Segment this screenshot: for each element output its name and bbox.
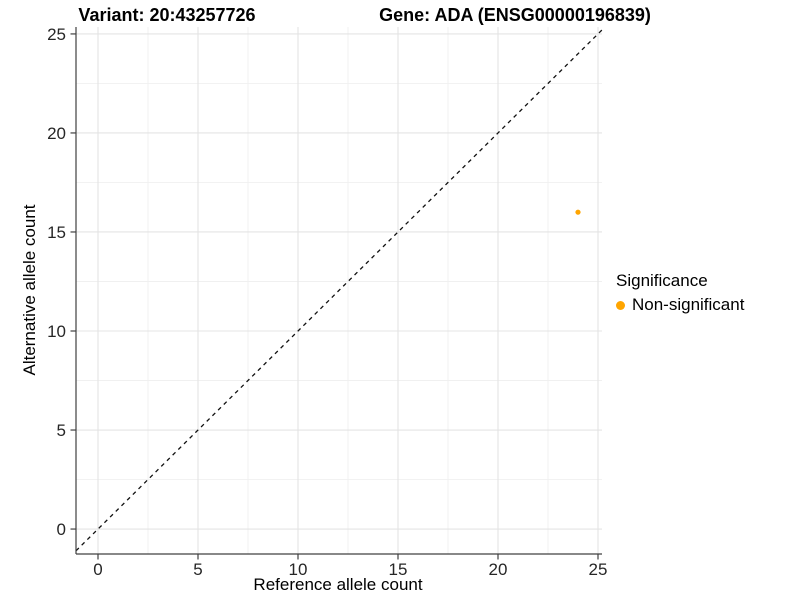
variant-title: Variant: 20:43257726: [78, 5, 256, 25]
legend-point-icon: [616, 300, 625, 310]
y-tick-label: 25: [47, 25, 66, 44]
x-tick-label: 15: [389, 560, 408, 579]
y-tick-label: 5: [57, 421, 66, 440]
y-axis-label: Alternative allele count: [20, 204, 39, 376]
x-axis-label: Reference allele count: [253, 575, 423, 594]
axis-ticks: 0 5 10 15 20 25 0 5 10 15 20 25: [47, 25, 607, 579]
legend-item-label: Non-significant: [632, 295, 745, 314]
x-tick-label: 5: [193, 560, 202, 579]
data-point: [575, 209, 581, 215]
legend-item-non-significant: Non-significant: [616, 295, 744, 315]
x-tick-label: 20: [489, 560, 508, 579]
x-tick-label: 10: [289, 560, 308, 579]
y-tick-label: 0: [57, 520, 66, 539]
identity-reference-line: [75, 29, 603, 552]
legend-title: Significance: [616, 271, 708, 290]
x-tick-label: 0: [93, 560, 102, 579]
y-tick-label: 10: [47, 322, 66, 341]
minor-gridlines: [76, 27, 602, 554]
legend: Significance Non-significant: [616, 270, 744, 315]
y-tick-label: 20: [47, 124, 66, 143]
gene-title: Gene: ADA (ENSG00000196839): [379, 5, 651, 25]
x-tick-label: 25: [589, 560, 608, 579]
major-gridlines: [76, 27, 602, 554]
y-tick-label: 15: [47, 223, 66, 242]
